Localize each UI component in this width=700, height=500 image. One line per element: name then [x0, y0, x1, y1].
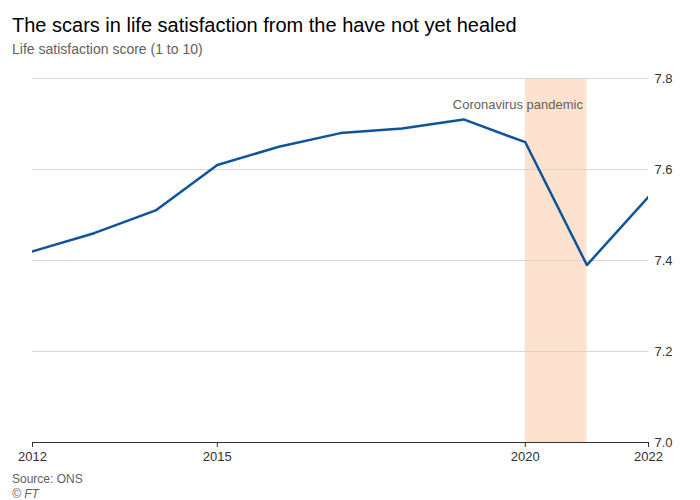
svg-text:Coronavirus pandemic: Coronavirus pandemic [453, 97, 584, 112]
svg-text:7.8: 7.8 [655, 71, 673, 86]
svg-text:7.4: 7.4 [655, 253, 673, 268]
svg-text:2022: 2022 [634, 449, 663, 464]
svg-text:7.0: 7.0 [655, 435, 673, 450]
html-text:The scars in life satisfaction: The scars in life satisfaction from the … [12, 14, 517, 36]
html-text:Source: ONS: Source: ONS [12, 472, 83, 486]
svg-text:7.2: 7.2 [655, 344, 673, 359]
svg-text:7.6: 7.6 [655, 162, 673, 177]
svg-text:2020: 2020 [511, 449, 540, 464]
svg-text:2012: 2012 [18, 449, 47, 464]
html-text:Life satisfaction score (1 to: Life satisfaction score (1 to 10) [12, 41, 203, 57]
html-text:© FT: © FT [12, 487, 39, 500]
svg-text:2015: 2015 [203, 449, 232, 464]
